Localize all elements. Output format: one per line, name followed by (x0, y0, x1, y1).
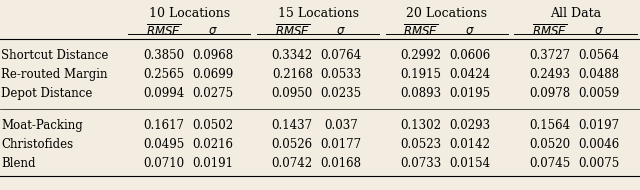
Text: 0.0197: 0.0197 (578, 119, 620, 131)
Text: 0.0520: 0.0520 (529, 138, 570, 150)
Text: 0.0764: 0.0764 (321, 49, 362, 62)
Text: 0.2992: 0.2992 (401, 49, 442, 62)
Text: 0.0495: 0.0495 (143, 138, 184, 150)
Text: 0.0216: 0.0216 (192, 138, 233, 150)
Text: 0.0168: 0.0168 (321, 157, 362, 169)
Text: $\sigma$: $\sigma$ (336, 24, 346, 36)
Text: $\overline{\mathit{RMSE}}$: $\overline{\mathit{RMSE}}$ (275, 24, 310, 39)
Text: 15 Locations: 15 Locations (278, 7, 358, 20)
Text: 0.0177: 0.0177 (321, 138, 362, 150)
Text: Blend: Blend (1, 157, 36, 169)
Text: 0.0950: 0.0950 (271, 87, 313, 100)
Text: 0.1302: 0.1302 (401, 119, 442, 131)
Text: 0.0564: 0.0564 (578, 49, 620, 62)
Text: 0.0293: 0.0293 (449, 119, 490, 131)
Text: $\overline{\mathit{RMSE}}$: $\overline{\mathit{RMSE}}$ (532, 24, 568, 39)
Text: Re-routed Margin: Re-routed Margin (1, 68, 108, 81)
Text: 0.0523: 0.0523 (401, 138, 442, 150)
Text: 0.0699: 0.0699 (192, 68, 233, 81)
Text: 0.3727: 0.3727 (529, 49, 570, 62)
Text: 20 Locations: 20 Locations (406, 7, 487, 20)
Text: $\overline{\mathit{RMSE}}$: $\overline{\mathit{RMSE}}$ (146, 24, 181, 39)
Text: 0.0733: 0.0733 (401, 157, 442, 169)
Text: 0.0978: 0.0978 (529, 87, 570, 100)
Text: All Data: All Data (550, 7, 601, 20)
Text: 0.1915: 0.1915 (401, 68, 442, 81)
Text: 0.0745: 0.0745 (529, 157, 570, 169)
Text: 0.0075: 0.0075 (578, 157, 620, 169)
Text: 0.0195: 0.0195 (449, 87, 490, 100)
Text: $\sigma$: $\sigma$ (465, 24, 475, 36)
Text: 0.0235: 0.0235 (321, 87, 362, 100)
Text: 0.3342: 0.3342 (271, 49, 313, 62)
Text: 0.0059: 0.0059 (578, 87, 620, 100)
Text: 0.0710: 0.0710 (143, 157, 184, 169)
Text: 0.0488: 0.0488 (579, 68, 620, 81)
Text: 0.0046: 0.0046 (578, 138, 620, 150)
Text: 0.0968: 0.0968 (192, 49, 233, 62)
Text: 0.0994: 0.0994 (143, 87, 184, 100)
Text: 0.0142: 0.0142 (449, 138, 490, 150)
Text: 0.0526: 0.0526 (271, 138, 313, 150)
Text: 0.0893: 0.0893 (401, 87, 442, 100)
Text: 0.1564: 0.1564 (529, 119, 570, 131)
Text: $\sigma$: $\sigma$ (594, 24, 604, 36)
Text: 0.0191: 0.0191 (192, 157, 233, 169)
Text: $\overline{\mathit{RMSE}}$: $\overline{\mathit{RMSE}}$ (403, 24, 438, 39)
Text: 0.037: 0.037 (324, 119, 358, 131)
Text: $\sigma$: $\sigma$ (207, 24, 217, 36)
Text: 0.0154: 0.0154 (449, 157, 490, 169)
Text: 0.2565: 0.2565 (143, 68, 184, 81)
Text: 0.2493: 0.2493 (529, 68, 570, 81)
Text: 0.1437: 0.1437 (271, 119, 313, 131)
Text: 0.0742: 0.0742 (271, 157, 313, 169)
Text: Depot Distance: Depot Distance (1, 87, 93, 100)
Text: 0.0502: 0.0502 (192, 119, 233, 131)
Text: 0.0275: 0.0275 (192, 87, 233, 100)
Text: Christofides: Christofides (1, 138, 74, 150)
Text: 0.0606: 0.0606 (449, 49, 491, 62)
Text: 0.2168: 0.2168 (272, 68, 313, 81)
Text: 0.3850: 0.3850 (143, 49, 184, 62)
Text: 0.0424: 0.0424 (449, 68, 490, 81)
Text: 10 Locations: 10 Locations (148, 7, 230, 20)
Text: 0.0533: 0.0533 (321, 68, 362, 81)
Text: Shortcut Distance: Shortcut Distance (1, 49, 109, 62)
Text: 0.1617: 0.1617 (143, 119, 184, 131)
Text: Moat-Packing: Moat-Packing (1, 119, 83, 131)
